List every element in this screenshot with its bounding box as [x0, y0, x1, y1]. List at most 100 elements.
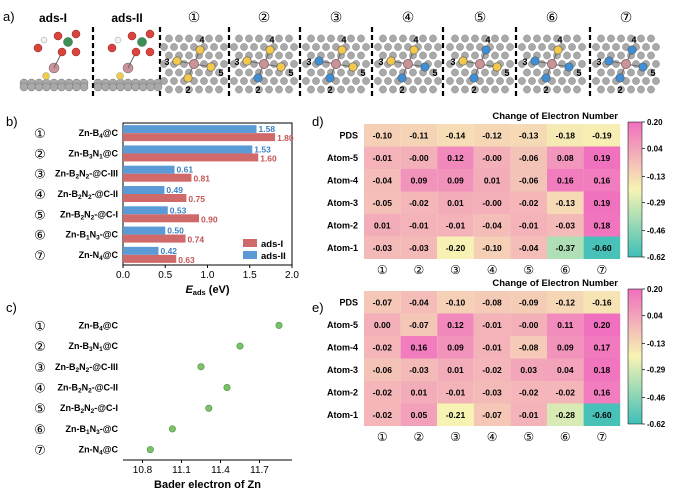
carbon-atom: [374, 60, 382, 68]
heatmap-cell: [547, 403, 584, 426]
heatmap-cell: [364, 146, 401, 169]
cell-label: -0.01: [373, 153, 393, 163]
cell-label: 0.04: [557, 365, 574, 375]
carbon-atom: [384, 77, 392, 85]
heatmap-cell: [400, 336, 438, 359]
heatmap-cell: [473, 291, 511, 314]
cell-label: -0.12: [556, 297, 576, 307]
carbon-atom: [617, 51, 625, 60]
carbon-atom: [528, 77, 536, 85]
bar-ads-I: [123, 234, 186, 243]
carbon-atom: [285, 34, 293, 43]
column-label: ⑦: [597, 430, 608, 444]
carbon-atom: [414, 77, 422, 85]
colorbar-label: 0.20: [647, 285, 663, 294]
carbon-atom: [496, 43, 504, 51]
heatmap-cell: [364, 336, 401, 359]
carbon-atom: [481, 34, 489, 43]
bar-label-ads-I: 0.90: [201, 214, 218, 224]
oxygen-atom: [145, 29, 155, 39]
carbon-atom: [451, 51, 459, 60]
oxygen-atom: [145, 47, 155, 57]
carbon-atom: [394, 43, 402, 51]
heatmap-cell: [547, 313, 584, 336]
cell-label: 0.17: [594, 342, 611, 352]
carbon-atom: [165, 85, 173, 94]
nitrogen-atom: [469, 73, 479, 83]
top-view-structure: ⑥ 2 3 4 5: [518, 9, 586, 95]
carbon-atom: [409, 68, 417, 77]
cell-label: -0.01: [409, 220, 429, 230]
row-label: Atom-3: [327, 198, 358, 208]
category-label: Zn-B1N3-@C: [65, 230, 118, 242]
heatmap-cell: [583, 191, 621, 214]
bar-label-ads-I: 0.74: [188, 235, 205, 245]
heatmap-cell: [510, 214, 547, 237]
heatmap-cell: [364, 236, 401, 259]
carbon-atom: [642, 77, 650, 85]
carbon-atom: [466, 43, 474, 51]
carbon-atom: [399, 34, 407, 43]
atom-number-2: 2: [185, 85, 190, 95]
heatmap-cell: [437, 381, 474, 404]
scatter-point: [168, 425, 176, 433]
nitrogen-atom: [638, 62, 648, 72]
zinc-atom: [475, 59, 485, 69]
heatmap-cell: [510, 124, 547, 147]
cell-label: 0.11: [557, 320, 573, 330]
row-label: Atom-3: [327, 365, 358, 375]
heatmap-cell: [583, 236, 621, 259]
bar-label-ads-I: 0.63: [178, 255, 195, 265]
carbon-atom: [337, 85, 345, 94]
heatmap-cell: [364, 381, 401, 404]
scatter-point: [275, 321, 283, 329]
heatmap-cell: [400, 191, 438, 214]
carbon-atom: [607, 34, 615, 43]
carbon-atom: [302, 43, 310, 51]
carbon-atom: [538, 43, 546, 51]
bar-ads-I: [123, 173, 192, 182]
cell-label: -0.02: [409, 198, 429, 208]
carbon-atom: [419, 85, 427, 94]
cell-label: -0.00: [409, 153, 429, 163]
carbon-atom: [235, 68, 243, 77]
x-tick-label: 0.0: [116, 270, 130, 281]
panel-e-heatmap: Change of Electron Number PDS -0.07 -0.04 -0…: [327, 278, 666, 444]
carbon-atom: [424, 43, 432, 51]
carbon-atom: [245, 34, 253, 43]
carbon-atom: [160, 77, 168, 85]
carbon-atom: [652, 43, 660, 51]
heatmap-cell: [437, 236, 474, 259]
column-label: ⑦: [597, 263, 608, 277]
carbon-atom: [424, 77, 432, 85]
bar-label-ads-II: 0.61: [177, 165, 194, 175]
x-tick-label: 11.1: [172, 465, 191, 476]
top-view-structure: ⑤ 2 3 4 5: [446, 9, 514, 95]
zinc-atom: [189, 59, 199, 69]
carbon-atom: [612, 43, 620, 51]
zinc-atom: [331, 59, 341, 69]
heatmap-cell: [510, 313, 547, 336]
x-axis-label: Bader electron of Zn: [154, 479, 261, 491]
carbon-atom: [533, 85, 541, 94]
colorbar-label: -0.46: [647, 394, 666, 403]
nitrogen-atom: [253, 73, 263, 83]
carbon-atom: [501, 68, 509, 77]
panel-label-c: c): [6, 300, 17, 315]
carbon-atom: [617, 85, 625, 94]
category-label: Zn-B4@C: [79, 320, 119, 332]
carbon-atom: [592, 60, 600, 68]
column-label: ④: [487, 430, 498, 444]
atom-number-3: 3: [234, 57, 239, 67]
bar-label-ads-I: 1.80: [277, 133, 294, 143]
hydrogen-atom: [40, 36, 48, 44]
carbon-atom: [93, 82, 103, 92]
carbon-atom: [528, 43, 536, 51]
carbon-atom: [429, 51, 437, 60]
carbon-atom: [602, 77, 610, 85]
carbon-atom: [138, 82, 148, 92]
carbon-atom: [379, 34, 387, 43]
cell-label: 0.09: [411, 175, 428, 185]
structure-number: ⑥: [546, 9, 559, 25]
carbon-atom: [563, 85, 571, 94]
